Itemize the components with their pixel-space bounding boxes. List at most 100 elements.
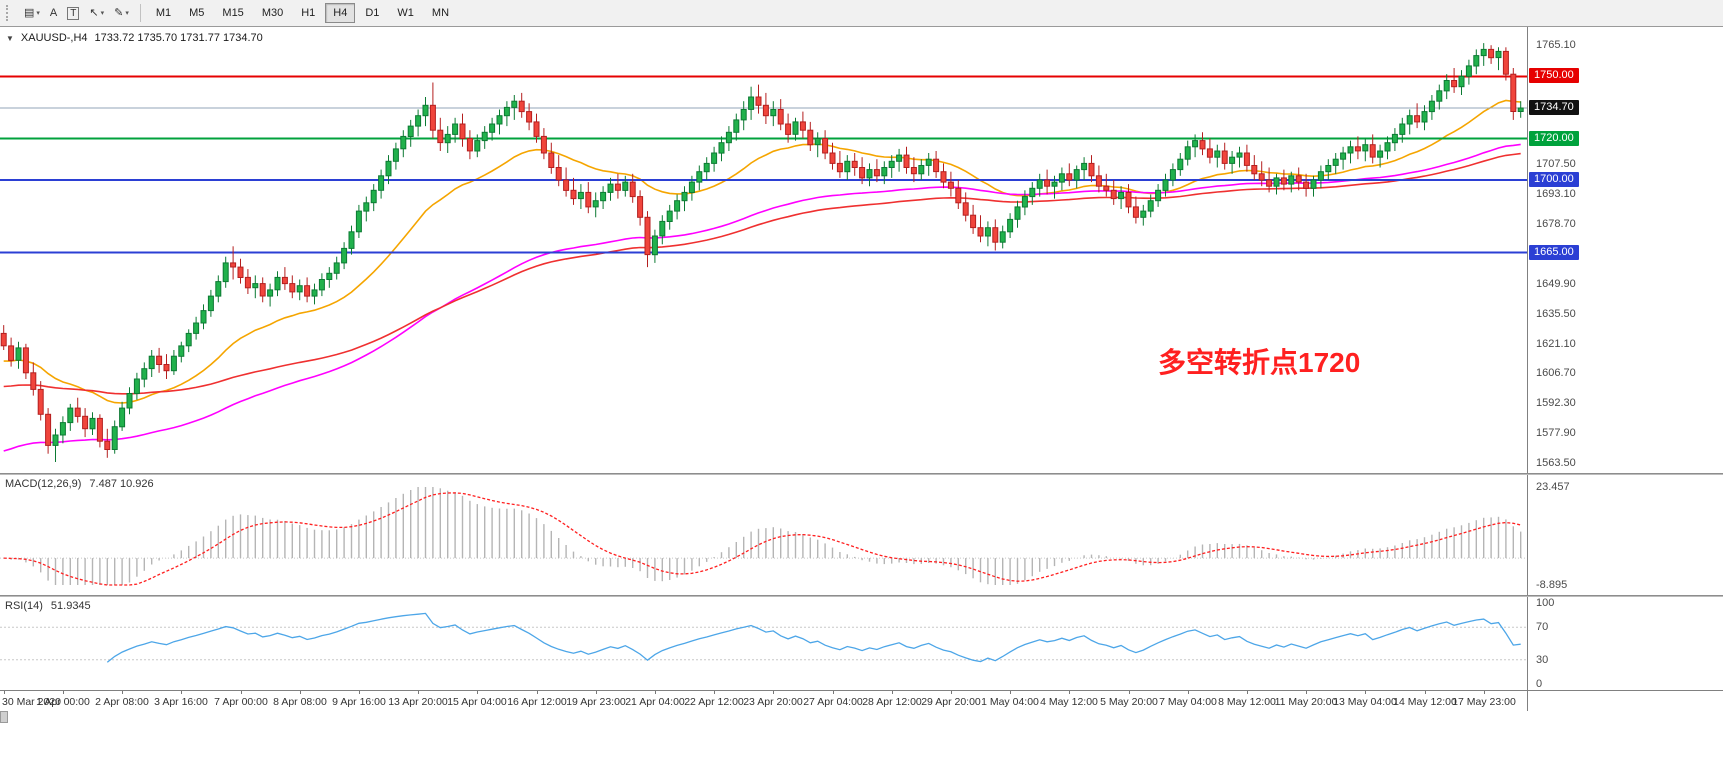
price-level-badge: 1700.00: [1529, 171, 1579, 187]
date-tick: [1188, 691, 1189, 694]
crosshair-tool-icon[interactable]: ↖ ▾: [89, 7, 105, 19]
macd-scale[interactable]: 23.457 -8.895: [1527, 475, 1723, 595]
date-tick: [1365, 691, 1366, 694]
date-tick: [4, 691, 5, 694]
price-tick-label: 1606.70: [1536, 367, 1576, 380]
resize-grip[interactable]: [0, 711, 8, 723]
timeframe-mn[interactable]: MN: [431, 7, 450, 19]
macd-splitter[interactable]: [0, 473, 1723, 475]
rsi-plot[interactable]: RSI(14) 51.9345: [0, 597, 1527, 690]
date-tick: [418, 691, 419, 694]
date-tick: [300, 691, 301, 694]
date-tick: [1010, 691, 1011, 694]
date-label: 7 Apr 00:00: [214, 696, 268, 708]
date-tick: [1425, 691, 1426, 694]
symbol-ohlc: 1733.72 1735.70 1731.77 1734.70: [94, 32, 263, 44]
price-tick-label: 1577.90: [1536, 427, 1576, 440]
rsi-name: RSI(14): [5, 600, 43, 612]
bottom-empty-area: [0, 711, 1723, 784]
date-label: 1 May 04:00: [981, 696, 1039, 708]
axis-corner: [1527, 691, 1723, 711]
main-plot[interactable]: ▼ XAUUSD-,H4 1733.72 1735.70 1731.77 173…: [0, 27, 1527, 473]
cursor-a-icon[interactable]: A: [49, 7, 58, 19]
toolbar-grip[interactable]: [6, 5, 13, 21]
date-tick: [1484, 691, 1485, 694]
date-tick: [241, 691, 242, 694]
timeframe-m15[interactable]: M15: [222, 7, 244, 19]
date-tick: [63, 691, 64, 694]
indicator-scale-label: 30: [1536, 653, 1549, 666]
indicator-scale-label: 23.457: [1536, 481, 1570, 493]
text-tool-icon[interactable]: T: [62, 3, 84, 23]
rsi-splitter[interactable]: [0, 595, 1723, 597]
timeframe-m5[interactable]: M5: [189, 7, 205, 19]
date-tick: [1129, 691, 1130, 694]
price-tick-label: 1765.10: [1536, 39, 1576, 51]
timeframe-h1[interactable]: H1: [301, 7, 316, 19]
timeframe-m1[interactable]: M1: [155, 7, 172, 19]
macd-chart: [0, 487, 1527, 586]
price-tick-label: 1621.10: [1536, 337, 1576, 350]
price-level-badge: 1720.00: [1529, 130, 1579, 146]
toolbar: ▤ ▾ A T ↖ ▾ ✎ ▾ M1 M5 M15 M30 H1 H4 D1 W1 MN: [0, 0, 1723, 27]
price-tick-label: 1563.50: [1536, 457, 1576, 469]
price-level-badge: 1750.00: [1529, 68, 1579, 84]
date-tick: [773, 691, 774, 694]
price-tick-label: 1649.90: [1536, 277, 1576, 290]
macd-values: 7.487 10.926: [89, 478, 154, 490]
macd-panel: MACD(12,26,9) 7.487 10.926 23.457 -8.895: [0, 475, 1723, 595]
price-tick-label: 1592.30: [1536, 397, 1576, 410]
chart-type-icon[interactable]: ▤ ▾: [24, 7, 40, 19]
date-tick: [1306, 691, 1307, 694]
timeframe-w1[interactable]: W1: [397, 7, 414, 19]
symbol-title[interactable]: ▼ XAUUSD-,H4 1733.72 1735.70 1731.77 173…: [6, 32, 263, 44]
indicator-scale-label: 0: [1536, 678, 1543, 690]
price-tick-label: 1678.70: [1536, 218, 1576, 231]
date-axis[interactable]: 30 Mar 2020 1 Apr 00:00 2 Apr 08:00 3 Apr 1…: [0, 691, 1527, 711]
symbol-name: XAUUSD-,H4: [20, 32, 88, 44]
date-label: 15 Apr 04:00: [447, 696, 507, 708]
indicator-scale-label: 70: [1536, 621, 1549, 634]
date-label: 14 May 12:00: [1393, 696, 1457, 708]
date-label: 5 May 20:00: [1100, 696, 1158, 708]
date-tick: [596, 691, 597, 694]
date-label: 11 May 20:00: [1274, 696, 1338, 708]
date-label: 17 May 23:00: [1452, 696, 1516, 708]
timeframe-d1[interactable]: D1: [365, 7, 380, 19]
rsi-label: RSI(14) 51.9345: [5, 600, 91, 612]
timeframe-h4[interactable]: H4: [325, 3, 356, 23]
date-label: 16 Apr 12:00: [507, 696, 567, 708]
date-label: 4 May 12:00: [1040, 696, 1098, 708]
date-label: 8 May 12:00: [1218, 696, 1276, 708]
rsi-scale[interactable]: 100 70 30 0: [1527, 597, 1723, 690]
dropdown-caret-icon: ▾: [125, 10, 129, 17]
date-tick: [833, 691, 834, 694]
rsi-value: 51.9345: [50, 600, 91, 612]
macd-plot[interactable]: MACD(12,26,9) 7.487 10.926: [0, 475, 1527, 595]
date-label: 13 Apr 20:00: [388, 696, 448, 708]
date-tick: [892, 691, 893, 694]
price-level-badge: 1665.00: [1529, 244, 1579, 260]
time-axis-row: 30 Mar 2020 1 Apr 00:00 2 Apr 08:00 3 Apr 1…: [0, 690, 1723, 711]
date-label: 13 May 04:00: [1333, 696, 1397, 708]
draw-tool-icon[interactable]: ✎ ▾: [114, 7, 129, 19]
price-scale[interactable]: 1765.10 1707.50 1693.10 1678.70 1649.90 1635.…: [1527, 27, 1723, 473]
date-label: 23 Apr 20:00: [743, 696, 803, 708]
main-chart-row: ▼ XAUUSD-,H4 1733.72 1735.70 1731.77 173…: [0, 27, 1723, 473]
timeframe-m30[interactable]: M30: [261, 7, 284, 19]
collapse-icon[interactable]: ▼: [6, 33, 14, 43]
date-label: 9 Apr 16:00: [332, 696, 386, 708]
date-tick: [655, 691, 656, 694]
date-tick: [181, 691, 182, 694]
date-label: 8 Apr 08:00: [273, 696, 327, 708]
date-label: 29 Apr 20:00: [921, 696, 981, 708]
price-tick-label: 1693.10: [1536, 188, 1576, 201]
date-label: 27 Apr 04:00: [803, 696, 863, 708]
dropdown-caret-icon: ▾: [36, 10, 40, 17]
date-tick: [714, 691, 715, 694]
timeframe-toolbar: M1 M5 M15 M30 H1 H4 D1 W1 MN: [147, 3, 458, 23]
date-label: 2 Apr 08:00: [95, 696, 149, 708]
date-label: 22 Apr 12:00: [684, 696, 744, 708]
price-tick-label: 1635.50: [1536, 307, 1576, 320]
